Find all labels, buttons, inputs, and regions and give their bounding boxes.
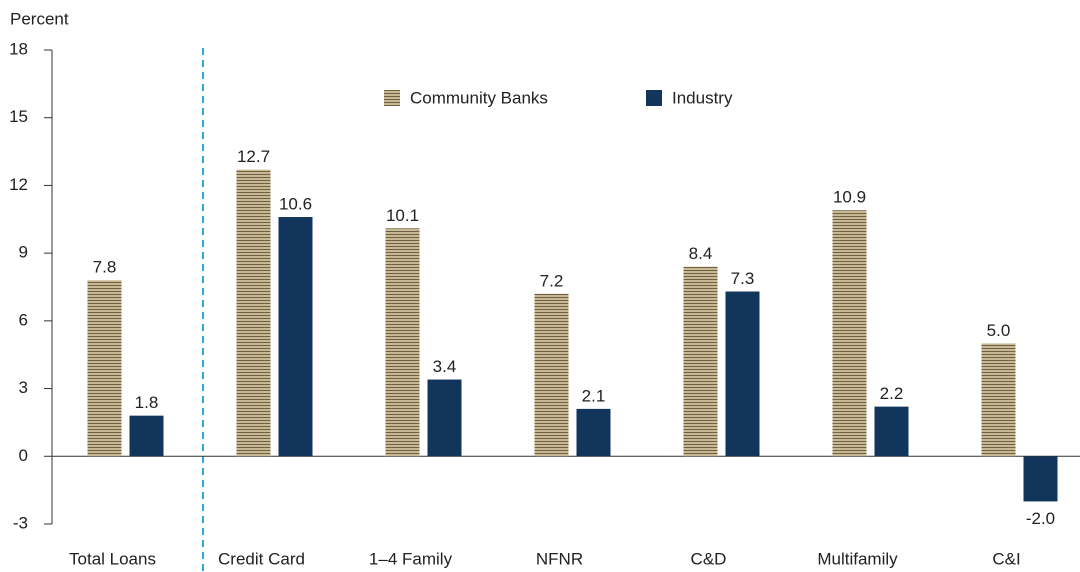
y-tick-label: -3	[13, 513, 28, 532]
bar	[129, 415, 164, 457]
y-tick-label: 12	[9, 175, 28, 194]
data-label: 5.0	[987, 321, 1011, 340]
data-label: 2.1	[582, 386, 606, 405]
y-tick-label: 18	[9, 39, 28, 58]
data-label: 1.8	[135, 393, 159, 412]
y-tick-label: 15	[9, 107, 28, 126]
data-label: 10.1	[386, 206, 419, 225]
data-label: -2.0	[1026, 509, 1055, 528]
bar	[874, 406, 909, 457]
x-tick-label: C&D	[691, 549, 727, 568]
bar	[87, 280, 122, 457]
bar	[832, 210, 867, 457]
bar	[427, 379, 462, 457]
data-label: 7.8	[93, 258, 117, 277]
data-label: 3.4	[433, 357, 457, 376]
y-axis-label: Percent	[10, 9, 69, 28]
bar	[683, 266, 718, 457]
x-tick-label: 1–4 Family	[369, 549, 453, 568]
data-label: 10.9	[833, 188, 866, 207]
x-tick-label: C&I	[992, 549, 1020, 568]
bar	[236, 169, 271, 457]
x-tick-label: NFNR	[536, 549, 583, 568]
legend-label: Industry	[672, 88, 733, 107]
y-tick-label: 3	[19, 378, 28, 397]
legend-swatch	[646, 90, 662, 106]
x-tick-label: Credit Card	[218, 549, 305, 568]
bar	[534, 293, 569, 457]
x-tick-label: Total Loans	[69, 549, 156, 568]
legend-swatch	[384, 90, 400, 106]
data-label: 7.2	[540, 271, 564, 290]
x-tick-label: Multifamily	[817, 549, 898, 568]
y-tick-label: 9	[19, 243, 28, 262]
bar	[981, 343, 1016, 457]
data-label: 2.2	[880, 384, 904, 403]
y-tick-label: 0	[19, 446, 28, 465]
data-label: 12.7	[237, 147, 270, 166]
data-label: 7.3	[731, 269, 755, 288]
bar	[385, 228, 420, 457]
bar	[1023, 456, 1058, 502]
data-label: 10.6	[279, 195, 312, 214]
data-label: 8.4	[689, 244, 713, 263]
y-tick-label: 6	[19, 310, 28, 329]
legend-label: Community Banks	[410, 88, 548, 107]
bar	[278, 217, 313, 457]
bar	[725, 291, 760, 457]
bar	[576, 408, 611, 457]
